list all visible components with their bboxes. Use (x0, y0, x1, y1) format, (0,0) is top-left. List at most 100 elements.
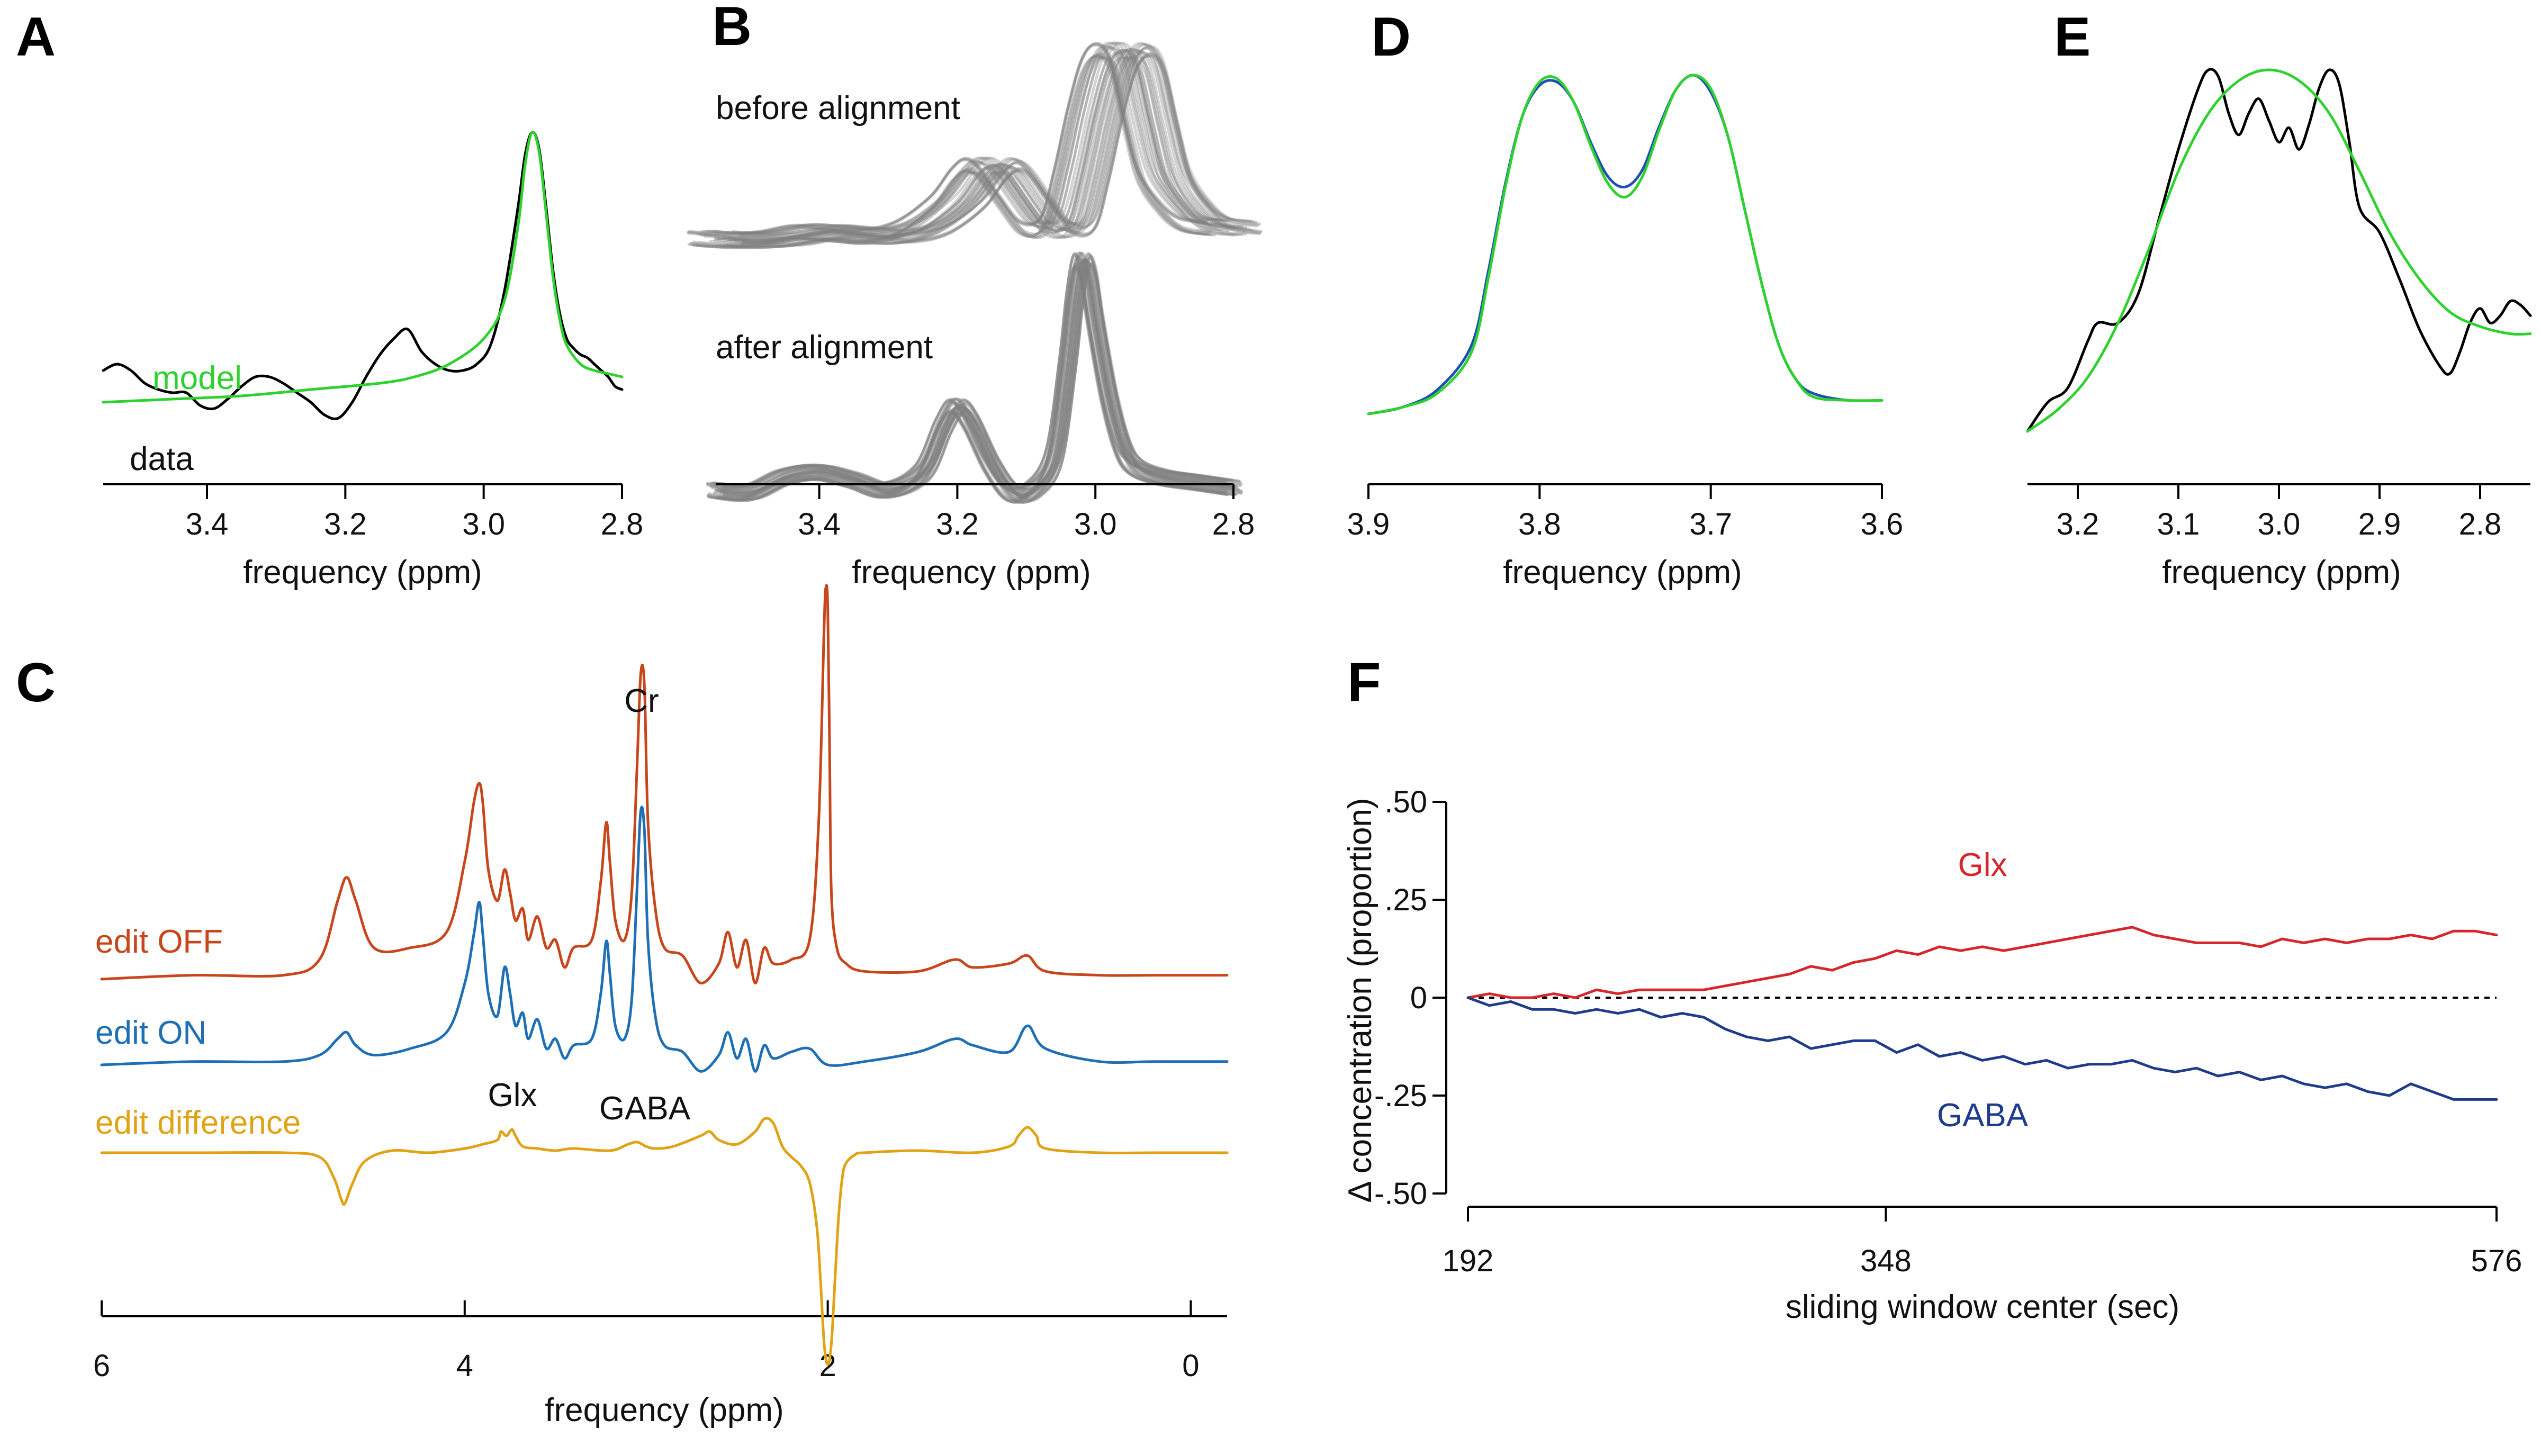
panel-d-x-tick-label: 3.9 (1347, 507, 1390, 541)
panel-b-trace (719, 260, 1240, 498)
panel-b-trace (734, 42, 1255, 236)
panel-b-trace (719, 252, 1240, 490)
panel-f-y-tick-label: .25 (1384, 883, 1427, 917)
panel-c-x-tick-label: 0 (1182, 1349, 1199, 1383)
panel-b-trace (687, 42, 1208, 236)
panel-b-trace (690, 55, 1211, 249)
panel-d-series-data (1367, 74, 1884, 415)
panel-b-trace (717, 257, 1238, 495)
panel-f-y-tick-label: -.50 (1374, 1177, 1427, 1211)
panel-f-series-glx (1466, 926, 2498, 999)
panel-b-trace (714, 56, 1235, 249)
panel-a-x-tick-label: 2.8 (601, 507, 644, 541)
panel-b-trace (726, 55, 1247, 248)
panel-f-label: F (1347, 652, 1381, 713)
panel-b-trace (727, 49, 1248, 242)
panel-b-trace (741, 44, 1262, 238)
panel-b-trace (710, 256, 1231, 494)
panel-b-trace (721, 257, 1242, 495)
panel-c-on-label: edit ON (95, 1015, 206, 1051)
panel-e-x-tick-label: 3.1 (2157, 507, 2200, 541)
panel-f-glx-label: Glx (1958, 847, 2007, 883)
panel-b-trace (706, 252, 1227, 490)
panel-b-trace (731, 50, 1251, 243)
panel-b-trace (723, 262, 1244, 500)
panel-b-trace (706, 254, 1227, 492)
panel-f-x-tick-label: 192 (1443, 1244, 1494, 1278)
panel-f-y-tick-label: .50 (1384, 785, 1427, 819)
panel-f-x-tick-label: 348 (1860, 1244, 1912, 1278)
panel-b-trace (699, 46, 1220, 239)
panel-e-plot: 3.2 3.1 3.0 2.9 2.8 (2026, 68, 2532, 541)
panel-b-trace (693, 56, 1214, 249)
panel-c-glx-label: Glx (488, 1077, 537, 1114)
panel-b-trace (714, 266, 1235, 504)
panel-e-label: E (2054, 6, 2091, 68)
panel-a-model-label: model (152, 360, 242, 396)
panel-c-x-tick-label: 2 (819, 1349, 836, 1383)
panel-c-gaba-label: GABA (599, 1090, 691, 1127)
panel-b-trace (709, 51, 1230, 245)
panel-b-trace (714, 251, 1235, 490)
panel-c-xlabel: frequency (ppm) (545, 1392, 783, 1428)
panel-b-trace (721, 253, 1242, 491)
panel-e-series-data (2026, 68, 2532, 433)
panel-d-xlabel: frequency (ppm) (1503, 554, 1742, 591)
panel-b-trace (731, 42, 1252, 235)
panel-b-trace (718, 56, 1239, 249)
panel-b-trace (688, 42, 1209, 235)
panel-c-x-tick-label: 6 (93, 1349, 110, 1383)
panel-e-x-tick-label: 3.2 (2057, 507, 2100, 541)
panel-b-x-tick-label: 3.0 (1074, 507, 1117, 541)
panel-e-xlabel: frequency (ppm) (2162, 554, 2401, 591)
panel-a-series-data (102, 131, 624, 420)
panel-a-data-label: data (130, 441, 194, 477)
panel-b-trace (741, 54, 1262, 247)
panel-b-trace (723, 48, 1244, 241)
panel-f-y-tick-label: -.25 (1374, 1079, 1427, 1113)
panel-b-before-label: before alignment (716, 90, 960, 126)
panel-c-series-edit-difference (100, 1117, 1229, 1366)
panel-f-xlabel: sliding window center (sec) (1786, 1289, 2179, 1325)
panel-b-trace (692, 52, 1213, 246)
panel-b-x-tick-label: 2.8 (1212, 507, 1255, 541)
panel-b-trace-core (714, 259, 1235, 497)
panel-b-trace (715, 259, 1236, 498)
panel-d-label: D (1371, 6, 1411, 68)
panel-e-x-tick-label: 3.0 (2258, 507, 2301, 541)
panel-b-trace (722, 255, 1243, 493)
panel-e-x-tick-label: 2.8 (2459, 507, 2502, 541)
panel-b-trace-core (714, 49, 1235, 242)
panel-b-trace (717, 266, 1238, 504)
panel-a-x-tick-label: 3.2 (324, 507, 367, 541)
panel-b-trace (696, 44, 1217, 238)
panel-d-series-model (1367, 74, 1884, 415)
panel-b-trace (739, 46, 1260, 239)
panel-b-trace (709, 266, 1229, 504)
panel-c-label: C (16, 652, 56, 713)
panel-b-trace (722, 265, 1242, 503)
panel-b-trace (687, 43, 1208, 237)
panel-b-trace (707, 265, 1228, 503)
panel-f-series-gaba (1466, 996, 2498, 1101)
panel-d-x-tick-label: 3.7 (1689, 507, 1732, 541)
panel-b-after-label: after alignment (716, 329, 933, 366)
panel-b-trace (700, 41, 1221, 235)
panel-b-trace (721, 48, 1242, 241)
panel-b-trace (718, 265, 1239, 503)
panel-b-trace (687, 43, 1208, 236)
panel-b-trace (722, 264, 1243, 502)
panel-b-trace (740, 55, 1260, 248)
panel-b-trace (709, 255, 1230, 493)
panel-c-x-tick-label: 4 (456, 1349, 473, 1383)
panel-f-ylabel: Δ concentration (proportion) (1342, 798, 1378, 1202)
panel-c-series-edit-off (100, 584, 1229, 984)
panel-b-plot: 3.4 3.2 3.0 2.8 (687, 41, 1263, 541)
panel-b-series-before (687, 41, 1263, 249)
panel-c-off-label: edit OFF (95, 924, 223, 960)
panel-e-series-model (2026, 68, 2532, 433)
panel-b-trace (704, 41, 1225, 234)
panel-a-xlabel: frequency (ppm) (243, 554, 482, 591)
panel-b-trace (687, 55, 1208, 248)
panel-b-trace (706, 252, 1227, 491)
